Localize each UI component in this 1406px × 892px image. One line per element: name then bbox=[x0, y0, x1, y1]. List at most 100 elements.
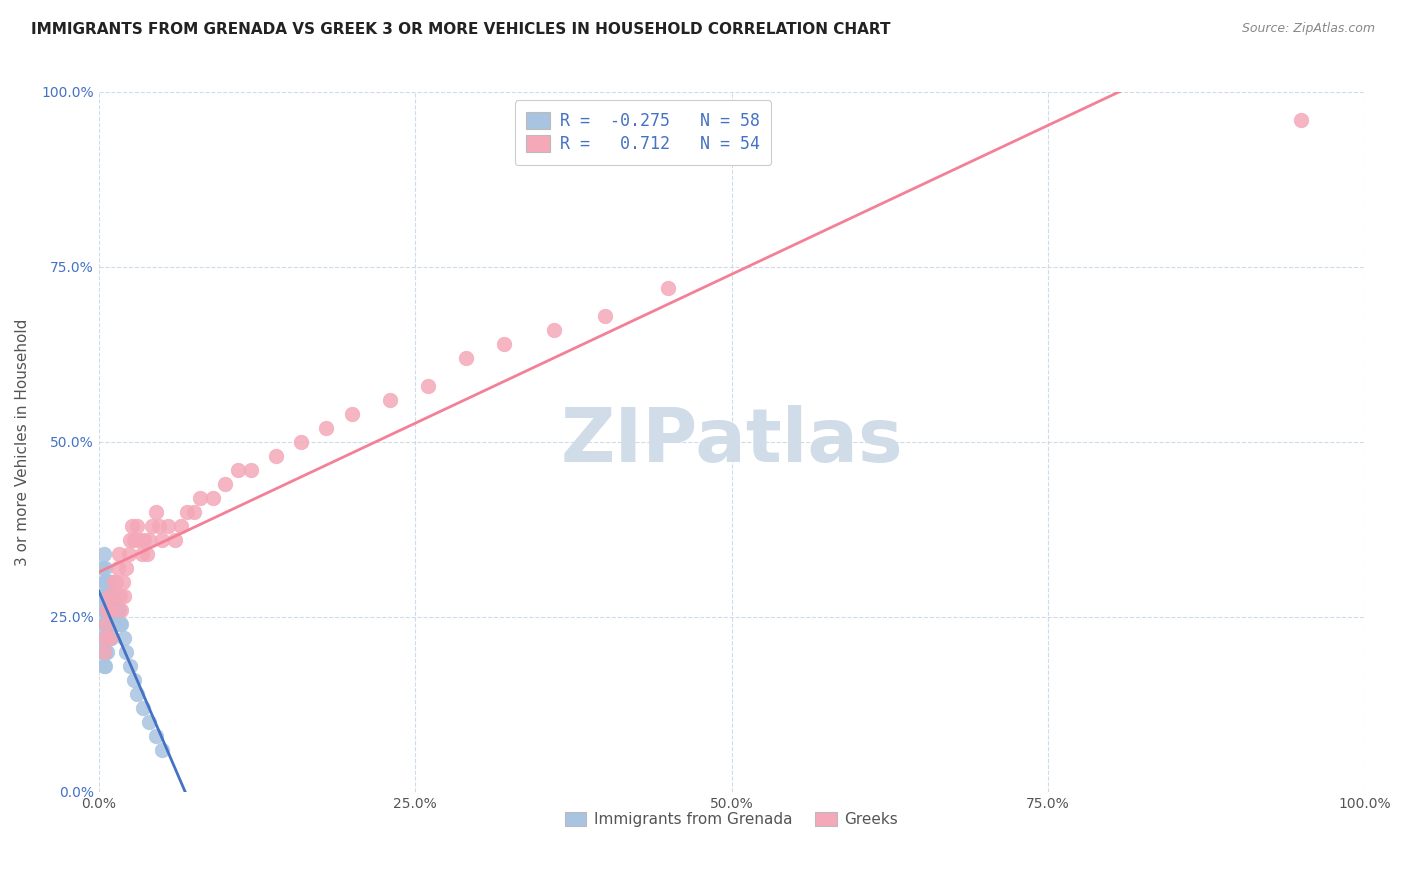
Point bbox=[98, 603, 121, 617]
Point bbox=[115, 645, 138, 659]
Point bbox=[103, 616, 125, 631]
Point bbox=[94, 589, 117, 603]
Point bbox=[101, 589, 124, 603]
Point bbox=[239, 463, 262, 477]
Point bbox=[94, 603, 117, 617]
Point bbox=[112, 631, 135, 645]
Point bbox=[150, 533, 173, 547]
Point bbox=[657, 281, 679, 295]
Point bbox=[94, 561, 117, 575]
Point bbox=[108, 603, 131, 617]
Point bbox=[122, 533, 145, 547]
Point bbox=[93, 616, 115, 631]
Point bbox=[96, 589, 118, 603]
Point bbox=[128, 533, 150, 547]
Point bbox=[96, 616, 118, 631]
Point bbox=[96, 603, 118, 617]
Y-axis label: 3 or more Vehicles in Household: 3 or more Vehicles in Household bbox=[15, 318, 30, 566]
Point bbox=[134, 533, 156, 547]
Point bbox=[103, 574, 125, 589]
Point bbox=[112, 589, 135, 603]
Point bbox=[340, 407, 363, 421]
Point bbox=[214, 477, 236, 491]
Point bbox=[98, 574, 121, 589]
Point bbox=[96, 645, 118, 659]
Point bbox=[100, 603, 122, 617]
Point bbox=[97, 616, 120, 631]
Point bbox=[91, 603, 114, 617]
Text: ZIPatlas: ZIPatlas bbox=[561, 405, 903, 478]
Point bbox=[108, 589, 131, 603]
Point bbox=[201, 491, 224, 505]
Point bbox=[121, 519, 143, 533]
Point bbox=[98, 616, 121, 631]
Point bbox=[100, 616, 122, 631]
Point bbox=[264, 449, 287, 463]
Point bbox=[170, 519, 193, 533]
Point bbox=[110, 616, 132, 631]
Text: IMMIGRANTS FROM GRENADA VS GREEK 3 OR MORE VEHICLES IN HOUSEHOLD CORRELATION CHA: IMMIGRANTS FROM GRENADA VS GREEK 3 OR MO… bbox=[31, 22, 890, 37]
Point bbox=[93, 659, 115, 673]
Point bbox=[105, 603, 128, 617]
Point bbox=[188, 491, 211, 505]
Point bbox=[157, 519, 180, 533]
Legend: Immigrants from Grenada, Greeks: Immigrants from Grenada, Greeks bbox=[560, 806, 904, 833]
Point bbox=[101, 616, 124, 631]
Point bbox=[125, 519, 148, 533]
Point bbox=[163, 533, 186, 547]
Point bbox=[94, 645, 117, 659]
Point bbox=[101, 589, 124, 603]
Point bbox=[111, 574, 134, 589]
Point bbox=[93, 547, 115, 561]
Point bbox=[176, 505, 198, 519]
Point bbox=[107, 561, 129, 575]
Point bbox=[94, 631, 117, 645]
Point bbox=[100, 631, 122, 645]
Point bbox=[98, 631, 121, 645]
Point bbox=[145, 505, 167, 519]
Point bbox=[108, 616, 131, 631]
Point bbox=[120, 659, 142, 673]
Point bbox=[148, 519, 170, 533]
Point bbox=[93, 574, 115, 589]
Point bbox=[97, 603, 120, 617]
Point bbox=[108, 547, 131, 561]
Point bbox=[183, 505, 205, 519]
Point bbox=[138, 533, 160, 547]
Point bbox=[105, 574, 128, 589]
Point bbox=[96, 603, 118, 617]
Point bbox=[141, 519, 163, 533]
Point bbox=[94, 574, 117, 589]
Point bbox=[104, 589, 127, 603]
Point bbox=[96, 631, 118, 645]
Point bbox=[150, 743, 173, 757]
Point bbox=[138, 714, 160, 729]
Point bbox=[91, 561, 114, 575]
Point bbox=[93, 645, 115, 659]
Point bbox=[378, 392, 401, 407]
Point bbox=[416, 379, 439, 393]
Point bbox=[492, 337, 515, 351]
Point bbox=[96, 574, 118, 589]
Point bbox=[97, 574, 120, 589]
Point bbox=[454, 351, 477, 365]
Point bbox=[91, 645, 114, 659]
Point bbox=[315, 421, 337, 435]
Point bbox=[93, 589, 115, 603]
Point bbox=[104, 616, 127, 631]
Point bbox=[104, 589, 127, 603]
Point bbox=[96, 631, 118, 645]
Point bbox=[593, 309, 616, 323]
Point bbox=[131, 547, 153, 561]
Point bbox=[90, 631, 112, 645]
Point bbox=[96, 616, 118, 631]
Point bbox=[110, 603, 132, 617]
Point bbox=[94, 616, 117, 631]
Point bbox=[290, 434, 312, 449]
Point bbox=[100, 603, 122, 617]
Point bbox=[132, 701, 155, 715]
Text: Source: ZipAtlas.com: Source: ZipAtlas.com bbox=[1241, 22, 1375, 36]
Point bbox=[118, 547, 141, 561]
Point bbox=[122, 673, 145, 687]
Point bbox=[135, 547, 157, 561]
